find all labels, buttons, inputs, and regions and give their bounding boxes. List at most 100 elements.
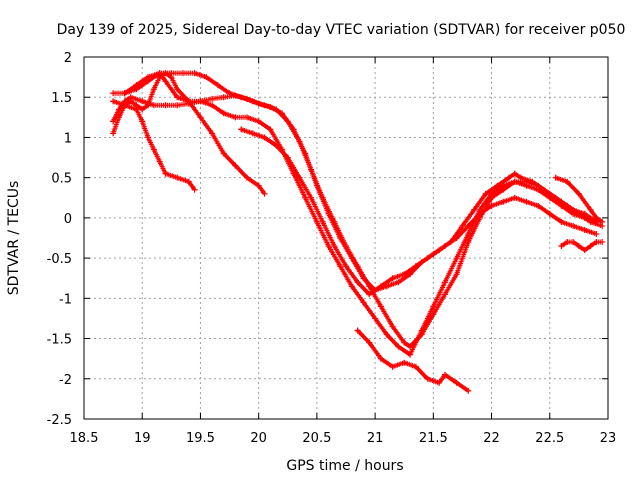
- data-point: [401, 359, 408, 366]
- data-point: [319, 218, 326, 225]
- data-point: [145, 78, 152, 85]
- data-point: [110, 90, 117, 97]
- data-point: [529, 178, 536, 185]
- data-point: [564, 178, 571, 185]
- x-tick-label: 20: [250, 431, 267, 446]
- data-point: [343, 243, 349, 250]
- data-point: [249, 98, 256, 105]
- data-point: [552, 194, 559, 201]
- data-point: [564, 239, 571, 246]
- data-point: [150, 86, 157, 93]
- data-series: [110, 70, 606, 394]
- data-point: [174, 86, 181, 93]
- data-point: [570, 222, 577, 229]
- data-point: [255, 118, 262, 125]
- y-tick-label: -2: [59, 373, 72, 388]
- data-point: [261, 102, 268, 109]
- data-point: [424, 375, 431, 382]
- series-track-9: [558, 239, 606, 254]
- data-point: [581, 247, 588, 254]
- data-point: [150, 102, 157, 109]
- data-point: [331, 243, 338, 250]
- data-point: [110, 130, 117, 137]
- data-point: [465, 387, 472, 394]
- data-point: [407, 343, 414, 350]
- x-tick-label: 21: [367, 431, 384, 446]
- y-tick-label: 1: [64, 131, 72, 146]
- data-point: [453, 255, 460, 262]
- y-tick-label: 1.5: [51, 91, 72, 106]
- data-point: [540, 186, 547, 193]
- series-track-5: [110, 98, 198, 193]
- data-point: [156, 158, 163, 165]
- x-tick-label: 22.5: [535, 431, 564, 446]
- data-point: [174, 94, 181, 101]
- data-point: [197, 98, 204, 105]
- data-point: [261, 190, 268, 197]
- data-point: [511, 178, 518, 185]
- data-point: [191, 70, 198, 77]
- data-point: [581, 226, 588, 233]
- y-tick-label: -2.5: [47, 413, 72, 428]
- data-point: [308, 194, 315, 201]
- data-point: [587, 206, 594, 213]
- data-point: [133, 86, 140, 93]
- data-point: [476, 206, 483, 213]
- data-point: [377, 283, 384, 290]
- data-point: [354, 279, 361, 286]
- data-point: [564, 202, 571, 209]
- data-point: [511, 194, 518, 201]
- data-point: [471, 206, 478, 213]
- data-point: [476, 214, 483, 221]
- data-point: [447, 239, 454, 246]
- data-point: [179, 70, 186, 77]
- data-point: [150, 146, 157, 153]
- x-axis-label: GPS time / hours: [286, 458, 403, 474]
- data-point: [593, 239, 600, 246]
- data-point: [587, 243, 594, 250]
- data-point: [482, 190, 489, 197]
- y-tick-label: 0: [64, 212, 72, 227]
- data-point: [145, 134, 152, 141]
- data-point: [354, 263, 361, 270]
- data-point: [232, 114, 239, 121]
- data-point: [209, 102, 216, 109]
- data-point: [232, 162, 239, 169]
- data-point: [360, 299, 367, 306]
- chart-title: Day 139 of 2025, Sidereal Day-to-day VTE…: [57, 22, 626, 38]
- data-point: [377, 355, 384, 362]
- data-point: [313, 218, 320, 225]
- data-point: [290, 170, 297, 177]
- data-point: [168, 70, 175, 77]
- data-point: [121, 90, 128, 97]
- x-axis-ticks: 18.5 19 19.5 20 20.5 21 21.5 22 22.5 23: [70, 57, 616, 446]
- data-point: [267, 126, 274, 133]
- data-point: [436, 247, 443, 254]
- data-point: [546, 210, 553, 217]
- data-point: [244, 114, 251, 121]
- data-point: [174, 174, 181, 181]
- data-point: [121, 102, 128, 109]
- data-point: [174, 102, 181, 109]
- y-tick-label: -1.5: [47, 333, 72, 348]
- data-point: [418, 331, 425, 338]
- y-axis-ticks: -2.5 -2 -1.5 -1 -0.5 0 0.5 1 1.5 2: [47, 51, 608, 428]
- data-point: [162, 102, 169, 109]
- data-point: [139, 98, 146, 105]
- data-point: [325, 243, 332, 250]
- data-point: [226, 90, 233, 97]
- data-point: [517, 174, 524, 181]
- data-point: [214, 82, 221, 89]
- data-point: [162, 170, 169, 177]
- data-point: [552, 174, 559, 181]
- data-point: [558, 243, 565, 250]
- data-point: [366, 291, 373, 298]
- data-point: [575, 210, 582, 217]
- data-point: [575, 243, 582, 250]
- data-point: [488, 194, 495, 201]
- data-point: [110, 118, 117, 125]
- data-point: [395, 279, 402, 286]
- data-point: [575, 190, 582, 197]
- data-point: [506, 174, 513, 181]
